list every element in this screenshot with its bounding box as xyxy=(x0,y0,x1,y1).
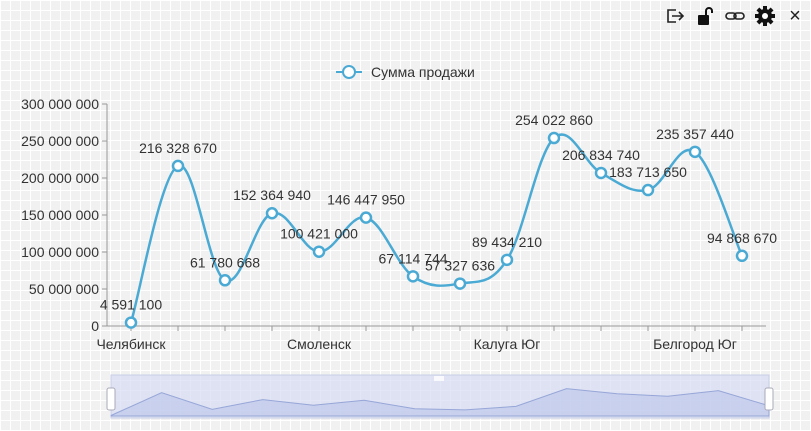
datazoom-preview xyxy=(110,388,770,417)
data-point[interactable] xyxy=(500,253,514,267)
unlock-icon[interactable] xyxy=(695,6,715,26)
legend-item[interactable]: Сумма продажи xyxy=(336,64,475,80)
legend-label: Сумма продажи xyxy=(371,64,475,80)
data-label: 4 591 100 xyxy=(100,297,162,313)
data-label: 57 327 636 xyxy=(425,258,495,274)
data-point[interactable] xyxy=(688,145,702,159)
data-label: 100 421 000 xyxy=(280,226,358,242)
data-point[interactable] xyxy=(312,245,326,258)
data-point[interactable] xyxy=(547,131,561,145)
y-tick-label: 300 000 000 xyxy=(21,96,99,112)
data-point[interactable] xyxy=(453,277,467,290)
data-point[interactable] xyxy=(406,270,420,283)
series-line xyxy=(129,133,744,323)
x-tick-label: Калуга Юг xyxy=(474,336,541,352)
y-tick-label: 200 000 000 xyxy=(21,170,99,186)
data-point[interactable] xyxy=(171,159,185,173)
data-point[interactable] xyxy=(265,206,279,220)
x-tick-label: Смоленск xyxy=(287,336,352,352)
data-point[interactable] xyxy=(641,183,655,197)
chart-toolbar: × xyxy=(665,4,805,27)
export-icon[interactable] xyxy=(665,6,685,26)
y-tick-label: 50 000 000 xyxy=(29,281,99,297)
gear-icon[interactable] xyxy=(755,6,775,26)
data-label: 67 114 744 xyxy=(378,250,447,266)
y-tick-label: 0 xyxy=(91,318,99,334)
data-label: 206 834 740 xyxy=(562,147,640,163)
data-point[interactable] xyxy=(359,211,373,224)
data-point[interactable] xyxy=(124,316,138,329)
legend-marker-icon xyxy=(342,65,356,79)
y-tick-label: 250 000 000 xyxy=(21,133,99,149)
x-tick-label: Челябинск xyxy=(96,336,166,352)
datazoom-handle-right[interactable] xyxy=(764,387,774,411)
x-tick-label: Белгород Юг xyxy=(653,336,737,352)
datazoom-slider[interactable] xyxy=(106,374,774,419)
data-label: 89 434 210 xyxy=(472,234,542,250)
y-tick-label: 100 000 000 xyxy=(21,244,99,260)
data-label: 61 780 668 xyxy=(190,254,260,270)
data-label: 235 357 440 xyxy=(656,126,734,142)
y-tick-label: 150 000 000 xyxy=(21,207,99,223)
data-label: 183 713 650 xyxy=(609,164,687,180)
data-label: 254 022 860 xyxy=(515,112,593,128)
data-point[interactable] xyxy=(594,166,608,180)
datazoom-handle-left[interactable] xyxy=(106,387,116,411)
data-label: 146 447 950 xyxy=(327,192,405,208)
data-label: 94 868 670 xyxy=(707,230,777,246)
data-label: 152 364 940 xyxy=(233,187,311,203)
data-point[interactable] xyxy=(218,274,232,287)
close-icon[interactable]: × xyxy=(789,4,801,27)
datazoom-drag-handle[interactable] xyxy=(434,376,444,381)
data-point[interactable] xyxy=(735,249,749,263)
link-icon[interactable] xyxy=(725,6,745,26)
data-label: 216 328 670 xyxy=(139,140,217,156)
